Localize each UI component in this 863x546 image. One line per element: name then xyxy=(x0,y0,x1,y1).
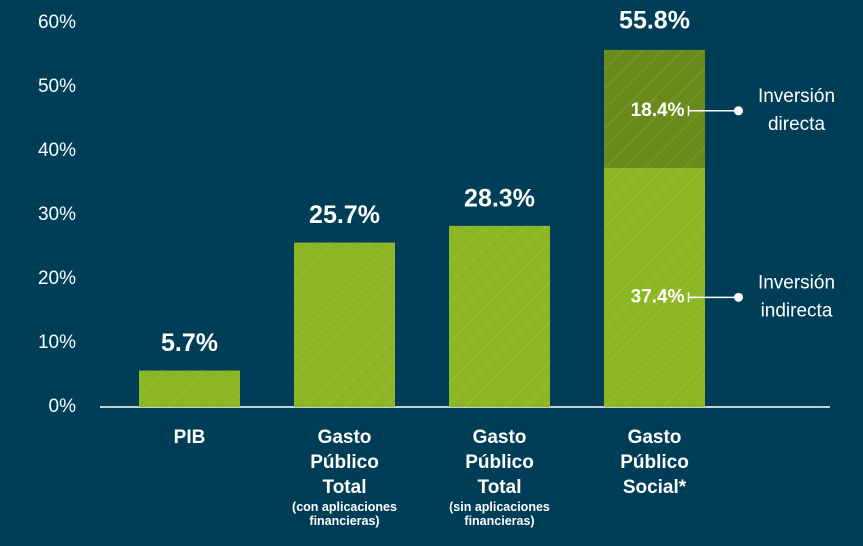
value-label: 37.4% xyxy=(631,286,685,307)
x-tick-label: Gasto Público Total xyxy=(465,427,534,498)
y-tick-label: 50% xyxy=(38,76,76,97)
y-tick-label: 10% xyxy=(38,332,76,353)
x-tick-label: Gasto Público Total xyxy=(310,427,379,498)
y-tick-label: 30% xyxy=(38,204,76,225)
legend-label: Inversión directa xyxy=(758,86,835,135)
y-tick-label: 0% xyxy=(49,396,77,417)
bar-hatch xyxy=(294,242,395,407)
y-tick-label: 60% xyxy=(38,12,76,33)
x-tick-label: PIB xyxy=(174,427,206,448)
value-label: 28.3% xyxy=(464,184,535,212)
x-tick-label: Gasto Público Social* xyxy=(620,427,689,498)
y-tick-label: 20% xyxy=(38,268,76,289)
y-tick-label: 40% xyxy=(38,140,76,161)
bar-hatch xyxy=(604,167,705,407)
total-label: 55.8% xyxy=(619,6,690,34)
bar-hatch xyxy=(139,370,240,407)
x-tick-sublabel: (con aplicaciones financieras) xyxy=(292,500,397,528)
callout-dot xyxy=(734,106,743,116)
value-label: 25.7% xyxy=(309,201,380,229)
legend-label: Inversión indirecta xyxy=(758,272,835,321)
value-label: 5.7% xyxy=(161,329,218,357)
bar-hatch xyxy=(449,225,550,407)
callout-dot xyxy=(734,292,743,302)
x-tick-sublabel: (sin aplicaciones financieras) xyxy=(449,500,550,528)
value-label: 18.4% xyxy=(631,100,685,121)
